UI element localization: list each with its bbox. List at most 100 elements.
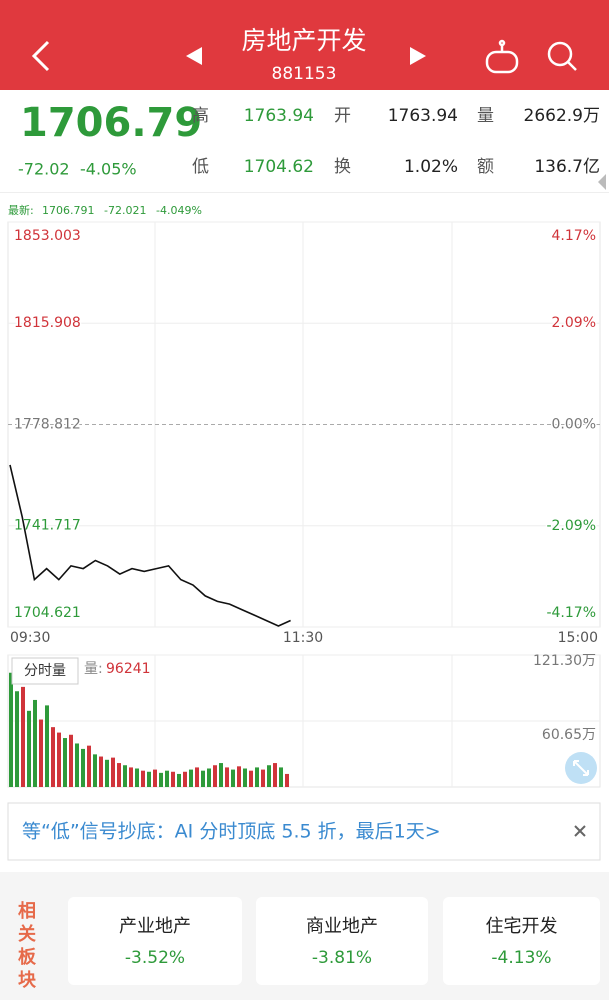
x-tick-label: 15:00: [558, 630, 598, 646]
volume-bar: [63, 738, 67, 787]
field-value: 1704.62: [244, 157, 314, 177]
volume-bar: [195, 767, 199, 787]
next-button[interactable]: [410, 47, 426, 65]
intraday-chart: 1853.003 1815.908 1778.812 1741.717 1704.621…: [8, 221, 600, 646]
y-tick-label: 121.30万: [533, 653, 596, 669]
related-change: -3.81%: [312, 948, 372, 968]
field-value: 1763.94: [244, 106, 314, 126]
y2-tick-label: -4.17%: [546, 605, 596, 621]
latest-price: 1706.791: [42, 204, 95, 217]
x-tick-label: 11:30: [283, 630, 323, 646]
volume-bar: [153, 769, 157, 787]
latest-change-pct: -4.049%: [156, 204, 202, 217]
related-card[interactable]: [256, 897, 428, 985]
y-tick-label: 1704.621: [14, 605, 81, 621]
close-button[interactable]: [574, 825, 586, 837]
volume-bar: [117, 763, 121, 787]
latest-change: -72.021: [104, 204, 146, 217]
volume-bar: [183, 771, 187, 787]
search-icon[interactable]: [547, 41, 577, 71]
field-value: 1.02%: [404, 157, 458, 177]
volume-bar: [33, 699, 37, 787]
volume-bar: [129, 767, 133, 787]
field-value: 136.7亿: [534, 157, 600, 177]
related-name: 产业地产: [119, 916, 191, 937]
promo-banner[interactable]: [7, 802, 601, 861]
volume-bar: [99, 756, 103, 787]
volume-value: 96241: [106, 661, 151, 677]
y2-tick-label: -2.09%: [546, 518, 596, 534]
y-tick-label: 1741.717: [14, 518, 81, 534]
volume-bar: [267, 765, 271, 787]
volume-bar: [39, 719, 43, 787]
volume-bar: [207, 768, 211, 787]
volume-tab[interactable]: [11, 657, 79, 685]
volume-bar: [27, 710, 31, 787]
volume-bar: [9, 672, 13, 787]
y2-tick-label: 0.00%: [552, 417, 596, 433]
back-button[interactable]: [31, 40, 50, 72]
related-name: 住宅开发: [486, 916, 558, 937]
volume-bar: [279, 767, 283, 787]
volume-bar: [231, 769, 235, 787]
related-name: 商业地产: [306, 916, 378, 937]
volume-bar: [45, 705, 49, 787]
volume-bar: [255, 767, 259, 787]
field-value: 2662.9万: [524, 106, 600, 126]
prev-button[interactable]: [186, 47, 202, 65]
related-title-char: 关: [18, 923, 36, 945]
x-tick-label: 09:30: [10, 630, 50, 646]
field-label: 低: [192, 157, 209, 177]
header-code: 881153: [272, 64, 337, 84]
latest-label: 最新:: [8, 203, 34, 217]
volume-bar: [159, 772, 163, 787]
volume-bar: [87, 745, 91, 787]
field-label: 开: [334, 106, 351, 126]
y2-tick-label: 4.17%: [552, 228, 596, 244]
volume-bar: [21, 686, 25, 787]
price: 1706.79: [20, 100, 202, 146]
volume-bar: [141, 770, 145, 787]
volume-bar: [219, 763, 223, 787]
related-title-char: 板: [18, 946, 37, 968]
quote-fields: 高 1763.94 开 1763.94 量 2662.9万低 1704.62 换 1.02% 额 1…: [192, 106, 600, 177]
volume-bar: [135, 768, 139, 787]
y2-tick-label: 2.09%: [552, 315, 596, 331]
related-title-char: 块: [18, 970, 37, 991]
related-card[interactable]: [68, 897, 242, 985]
volume-bar: [273, 763, 277, 787]
volume-bar: [249, 770, 253, 787]
volume-bar: [123, 765, 127, 787]
volume-bar: [237, 766, 241, 787]
field-label: 高: [192, 106, 209, 126]
robot-icon[interactable]: [485, 39, 519, 74]
volume-chart: 121.30万 60.65万: [8, 653, 600, 787]
volume-bar: [165, 770, 169, 787]
volume-bar: [147, 771, 151, 787]
field-label: 额: [477, 157, 494, 177]
volume-bar: [93, 754, 97, 787]
y-tick-label: 1815.908: [14, 315, 81, 331]
change-pct: -4.05%: [80, 160, 137, 179]
related-cards: 产业地产 -3.52% 商业地产 -3.81% 住宅开发 -4.13%: [68, 897, 600, 985]
volume-bar: [243, 768, 247, 787]
volume-bar: [51, 727, 55, 787]
related-title-char: 相: [18, 901, 36, 922]
fullscreen-button[interactable]: [565, 752, 597, 784]
volume-bar: [261, 769, 265, 787]
volume-bar: [201, 770, 205, 787]
volume-bar: [177, 773, 181, 787]
related-card[interactable]: [443, 897, 600, 985]
y-tick-label: 1778.812: [14, 417, 81, 433]
volume-bar: [57, 732, 61, 787]
header-title: 房地产开发: [241, 26, 366, 55]
volume-bar: [213, 765, 217, 787]
corner-mark: [598, 174, 606, 190]
volume-bar: [15, 691, 19, 787]
y-tick-label: 1853.003: [14, 228, 81, 244]
volume-bar: [171, 771, 175, 787]
volume-bar: [81, 748, 85, 787]
volume-bar: [111, 757, 115, 787]
